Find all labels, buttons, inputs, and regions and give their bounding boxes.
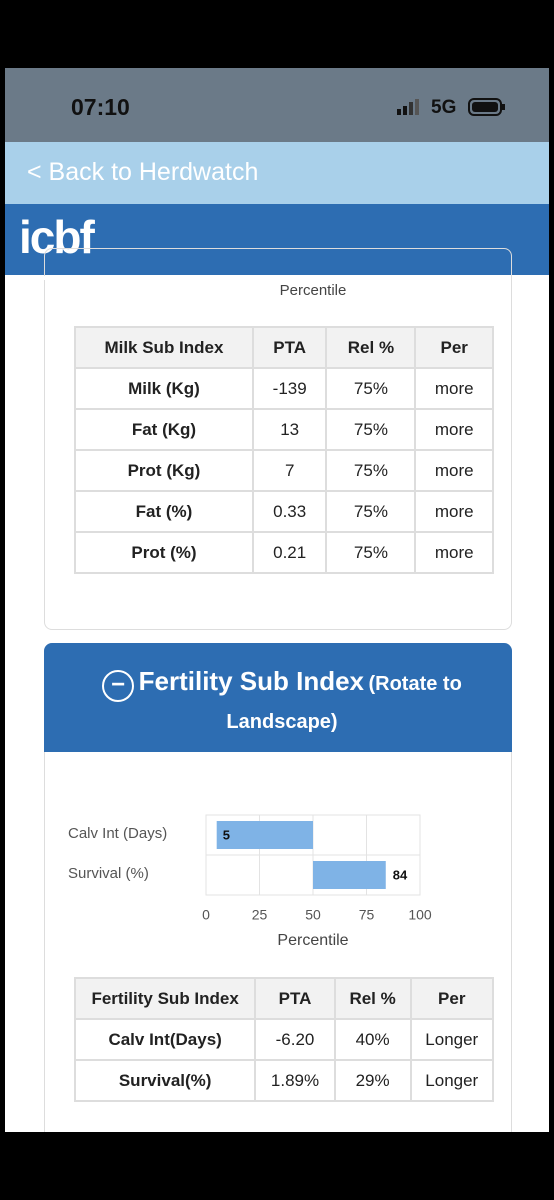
cell: Longer xyxy=(409,1018,494,1061)
row: Milk (Kg) -139 75% more xyxy=(74,367,494,410)
cell: 13 xyxy=(251,408,328,451)
x-tick-label: 75 xyxy=(359,907,375,923)
cell: Prot (%) xyxy=(74,531,254,574)
cell: Milk (Kg) xyxy=(74,367,254,410)
cell: 1.89% xyxy=(254,1059,336,1102)
cell: 75% xyxy=(325,449,417,492)
row: Prot (%) 0.21 75% more xyxy=(74,531,494,574)
cell: 29% xyxy=(333,1059,412,1102)
fertility-chart: 0 25 50 75 100 Percentile Calv Int (Days) 5 Surv… xyxy=(68,814,432,949)
cell: Fat (%) xyxy=(74,490,254,533)
cell: 75% xyxy=(325,531,417,574)
cell: 0.21 xyxy=(251,531,328,574)
time: 07:10 xyxy=(71,94,130,120)
fertility-header: − Fertility Sub Index (Rotate to Landsca… xyxy=(44,643,512,752)
cell: more xyxy=(414,449,494,492)
header-cell: Rel % xyxy=(325,326,417,369)
milk-chart-xlabel: Percentile xyxy=(279,282,347,299)
status-bar: 07:10 5G xyxy=(5,68,549,142)
value-label: 5 xyxy=(223,827,230,842)
fertility-table: Fertility Sub Index PTA Rel % Per Calv Int(D… xyxy=(73,977,494,1102)
value-label: 84 xyxy=(393,867,408,882)
cell: more xyxy=(414,367,494,410)
header-cell: Milk Sub Index xyxy=(74,326,254,369)
x-tick-label: 0 xyxy=(202,907,210,923)
x-tick-label: 100 xyxy=(408,907,432,923)
cell: Longer xyxy=(409,1059,494,1102)
cell: 75% xyxy=(325,408,417,451)
header-cell: PTA xyxy=(251,326,328,369)
header-cell: Rel % xyxy=(333,977,412,1020)
milk-table: Milk Sub Index PTA Rel % Per Milk (Kg) -139 75… xyxy=(74,326,494,574)
row: Calv Int(Days) -6.20 40% Longer xyxy=(73,1018,494,1061)
header-cell: PTA xyxy=(254,977,336,1020)
cell: more xyxy=(414,531,494,574)
cell: Prot (Kg) xyxy=(74,449,254,492)
cell: Fat (Kg) xyxy=(74,408,254,451)
cell: -6.20 xyxy=(254,1018,336,1061)
signal-icon xyxy=(397,99,419,115)
category-label: Calv Int (Days) xyxy=(68,825,167,842)
cell: 75% xyxy=(325,367,417,410)
cell: 0.33 xyxy=(251,490,328,533)
fertility-subtitle: (Rotate to Landscape) xyxy=(226,673,462,733)
nav-bar: < Back to Herdwatch xyxy=(5,142,549,204)
x-tick-label: 50 xyxy=(305,907,321,923)
row: Prot (Kg) 7 75% more xyxy=(74,449,494,492)
cell: more xyxy=(414,408,494,451)
back-link[interactable]: < Back to Herdwatch xyxy=(27,158,259,186)
milk-card xyxy=(44,248,512,630)
row: Survival(%) 1.89% 29% Longer xyxy=(73,1059,494,1102)
cell: 40% xyxy=(333,1018,412,1061)
cell: 7 xyxy=(251,449,328,492)
bottom-bezel xyxy=(0,1132,554,1200)
x-axis-label: Percentile xyxy=(277,932,348,949)
fertility-heading: − Fertility Sub Index (Rotate to Landsca… xyxy=(92,663,472,742)
cell: Calv Int(Days) xyxy=(73,1018,257,1061)
header-cell: Per xyxy=(414,326,494,369)
logo: icbf xyxy=(19,211,95,263)
header-row: Fertility Sub Index PTA Rel % Per xyxy=(73,977,494,1020)
battery-icon xyxy=(468,98,505,116)
cell: more xyxy=(414,490,494,533)
collapse-icon[interactable]: − xyxy=(102,669,135,702)
header-cell: Per xyxy=(409,977,494,1020)
fertility-title: Fertility Sub Index xyxy=(138,666,365,696)
bar xyxy=(216,821,313,849)
bar xyxy=(313,861,386,889)
cell: 75% xyxy=(325,490,417,533)
x-tick-label: 25 xyxy=(252,907,268,923)
row: Fat (Kg) 13 75% more xyxy=(74,408,494,451)
cell: Survival(%) xyxy=(73,1059,257,1102)
network: 5G xyxy=(431,97,457,118)
row: Fat (%) 0.33 75% more xyxy=(74,490,494,533)
cell: -139 xyxy=(251,367,328,410)
header: icbf xyxy=(5,204,549,275)
category-label: Survival (%) xyxy=(68,865,149,882)
header-row: Milk Sub Index PTA Rel % Per xyxy=(74,326,494,369)
card-top-mask xyxy=(44,276,511,280)
header-cell: Fertility Sub Index xyxy=(73,977,257,1020)
